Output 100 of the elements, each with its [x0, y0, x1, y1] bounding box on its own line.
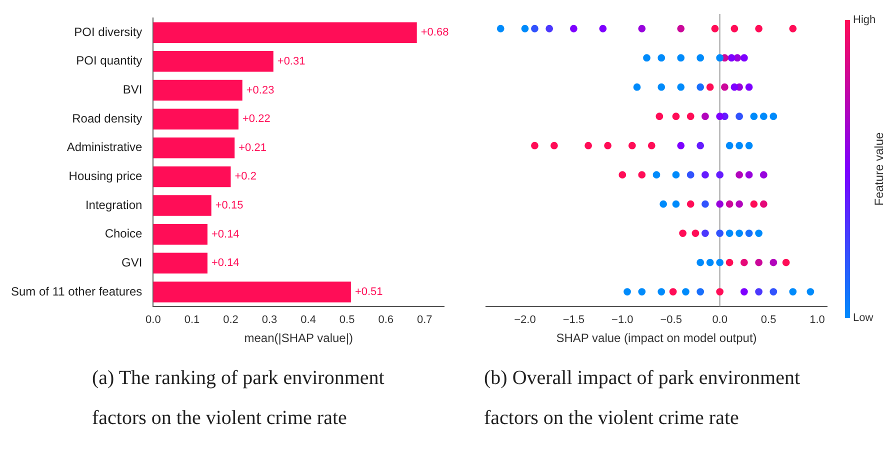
y-tick-label: GVI: [122, 255, 142, 270]
bar: [153, 224, 208, 245]
data-label: +0.31: [277, 55, 306, 68]
point: [702, 230, 709, 237]
point: [770, 288, 778, 296]
data-label: +0.14: [211, 257, 240, 270]
data-label: +0.68: [420, 26, 449, 39]
point: [633, 83, 641, 91]
point: [696, 258, 704, 266]
text: (b) Overall impact of park environment factors on the violent crime rate: [484, 366, 801, 431]
bar: [153, 195, 212, 216]
point: [677, 142, 685, 150]
color-bar-title: Feature value: [872, 132, 886, 206]
point: [686, 171, 694, 179]
point: [652, 171, 660, 179]
point: [696, 142, 704, 150]
y-tick-label: Choice: [104, 226, 143, 241]
point: [770, 112, 778, 120]
point: [682, 288, 690, 296]
point: [734, 54, 742, 62]
data-label: +0.21: [238, 142, 266, 154]
x-tick-label: 0.0: [146, 314, 161, 326]
bar: [153, 51, 274, 72]
bar: [153, 138, 235, 158]
x-tick-label: 0.3: [262, 314, 278, 326]
point: [521, 24, 529, 32]
color-bar-label: Low: [853, 311, 874, 325]
y-tick-label: BVI: [122, 82, 142, 97]
x-tick-label: −0.5: [660, 314, 682, 326]
x-tick-label: 0.1: [184, 314, 200, 326]
point: [658, 83, 666, 91]
point: [677, 83, 685, 91]
point: [702, 200, 709, 208]
point: [740, 258, 748, 266]
x-tick-label: −1.5: [562, 314, 585, 326]
point: [669, 288, 677, 296]
point: [702, 171, 709, 179]
point: [770, 258, 778, 266]
point: [726, 230, 734, 237]
x-tick-label: 0.4: [300, 314, 316, 326]
point: [702, 112, 709, 120]
y-tick-label: POI diversity: [74, 24, 142, 39]
data-label: +0.2: [234, 170, 256, 183]
point: [716, 171, 724, 179]
point: [726, 258, 734, 266]
x-axis-title: SHAP value (impact on model output): [556, 331, 757, 346]
data-label: +0.22: [242, 113, 270, 126]
point: [721, 83, 728, 91]
point: [716, 54, 724, 62]
x-tick-label: 0.7: [416, 314, 432, 326]
bar: [153, 80, 242, 101]
point: [745, 230, 753, 237]
x-tick-label: 1.0: [810, 314, 825, 326]
point: [726, 200, 734, 208]
point: [728, 54, 736, 62]
point: [531, 24, 538, 32]
point: [755, 288, 762, 296]
point: [755, 258, 762, 266]
bar: [153, 252, 208, 274]
x-tick-label: 0.6: [378, 314, 394, 326]
point: [745, 142, 753, 150]
point: [696, 83, 704, 91]
x-tick-label: 0.5: [339, 314, 355, 326]
y-tick-label: POI quantity: [76, 54, 142, 68]
data-label: +0.15: [215, 200, 244, 212]
point: [496, 24, 504, 32]
point: [672, 200, 680, 208]
x-axis-title: mean(|SHAP value|): [244, 331, 353, 346]
point: [730, 83, 738, 91]
point: [716, 258, 724, 266]
point: [643, 54, 650, 62]
bar: [153, 108, 238, 130]
point: [736, 171, 744, 179]
point: [624, 288, 631, 296]
point: [546, 24, 554, 32]
y-tick-label: Housing price: [68, 169, 143, 184]
data-label: +0.23: [246, 84, 274, 96]
x-tick-label: 0.0: [712, 314, 728, 326]
x-tick-label: 0.2: [223, 314, 238, 326]
point: [789, 288, 797, 296]
point: [658, 288, 666, 296]
point: [604, 142, 612, 150]
point: [736, 112, 744, 120]
bar: [153, 22, 417, 43]
y-tick-label: Sum of 11 other features: [11, 284, 142, 298]
x-tick-label: 0.5: [760, 314, 776, 326]
x-tick-label: −1.0: [612, 314, 634, 326]
bar: [153, 282, 351, 302]
point: [658, 54, 666, 62]
y-tick-label: Administrative: [66, 140, 143, 154]
point: [760, 200, 768, 208]
point: [638, 288, 646, 296]
data-label: +0.14: [211, 228, 240, 240]
point: [736, 200, 744, 208]
point: [660, 200, 668, 208]
bar: [153, 166, 231, 188]
y-tick-label: Road density: [72, 111, 142, 126]
point: [696, 288, 704, 296]
point: [677, 54, 685, 62]
x-tick-label: −2.0: [514, 314, 536, 326]
